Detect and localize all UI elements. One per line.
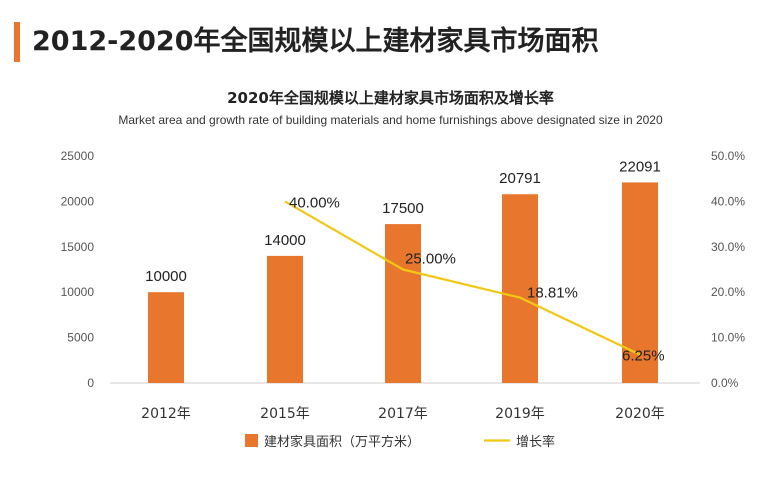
- category-label: 2017年: [378, 406, 428, 422]
- category-label: 2019年: [495, 406, 545, 422]
- chart-title: 2020年全国规模以上建材家具市场面积及增长率: [227, 89, 554, 107]
- bar: [267, 255, 303, 383]
- left-tick-label: 10000: [61, 285, 95, 299]
- right-tick-label: 20.0%: [711, 285, 745, 299]
- legend: 建材家具面积（万平方米） 增长率: [245, 434, 555, 450]
- bar-series: [148, 182, 658, 383]
- growth-line: [284, 200, 641, 356]
- right-tick-label: 0.0%: [711, 376, 739, 390]
- growth-value-label: 6.25%: [622, 348, 665, 365]
- right-tick-label: 10.0%: [711, 331, 745, 345]
- left-tick-label: 0: [87, 376, 94, 390]
- category-label: 2012年: [141, 406, 191, 422]
- bar-value-label: 20791: [499, 170, 541, 187]
- right-tick-label: 40.0%: [711, 194, 745, 208]
- left-axis: 0 5000 10000 15000 20000 25000: [61, 149, 95, 390]
- left-tick-label: 20000: [61, 194, 95, 208]
- category-label: 2015年: [260, 406, 310, 422]
- header-accent-bar: [14, 22, 20, 62]
- growth-value-label: 18.81%: [527, 285, 578, 302]
- bar: [502, 194, 538, 383]
- category-labels: 2012年 2015年 2017年 2019年 2020年: [141, 406, 665, 422]
- left-tick-label: 5000: [67, 331, 94, 345]
- bar-value-label: 17500: [382, 200, 424, 217]
- growth-value-label: 40.00%: [289, 194, 340, 211]
- growth-value-labels: 40.00% 25.00% 18.81% 6.25%: [289, 194, 665, 364]
- bar-value-label: 10000: [145, 268, 187, 285]
- left-tick-label: 25000: [61, 149, 95, 163]
- growth-line-series: [284, 200, 641, 356]
- right-tick-label: 30.0%: [711, 240, 745, 254]
- right-axis: 0.0% 10.0% 20.0% 30.0% 40.0% 50.0%: [711, 149, 745, 390]
- left-tick-label: 15000: [61, 240, 95, 254]
- legend-line-label: 增长率: [516, 434, 555, 450]
- right-tick-label: 50.0%: [711, 149, 745, 163]
- chart-subtitle: Market area and growth rate of building …: [118, 113, 663, 127]
- bar-value-labels: 10000 14000 17500 20791 22091: [145, 158, 661, 285]
- page-title: 2012-2020年全国规模以上建材家具市场面积: [32, 26, 599, 57]
- bar-value-label: 14000: [264, 232, 306, 249]
- bar: [385, 224, 421, 383]
- category-label: 2020年: [615, 406, 665, 422]
- legend-bar-swatch: [245, 434, 258, 447]
- growth-value-label: 25.00%: [405, 251, 456, 268]
- bar-value-label: 22091: [619, 158, 661, 175]
- legend-bar-label: 建材家具面积（万平方米）: [264, 434, 420, 450]
- bar: [148, 292, 184, 383]
